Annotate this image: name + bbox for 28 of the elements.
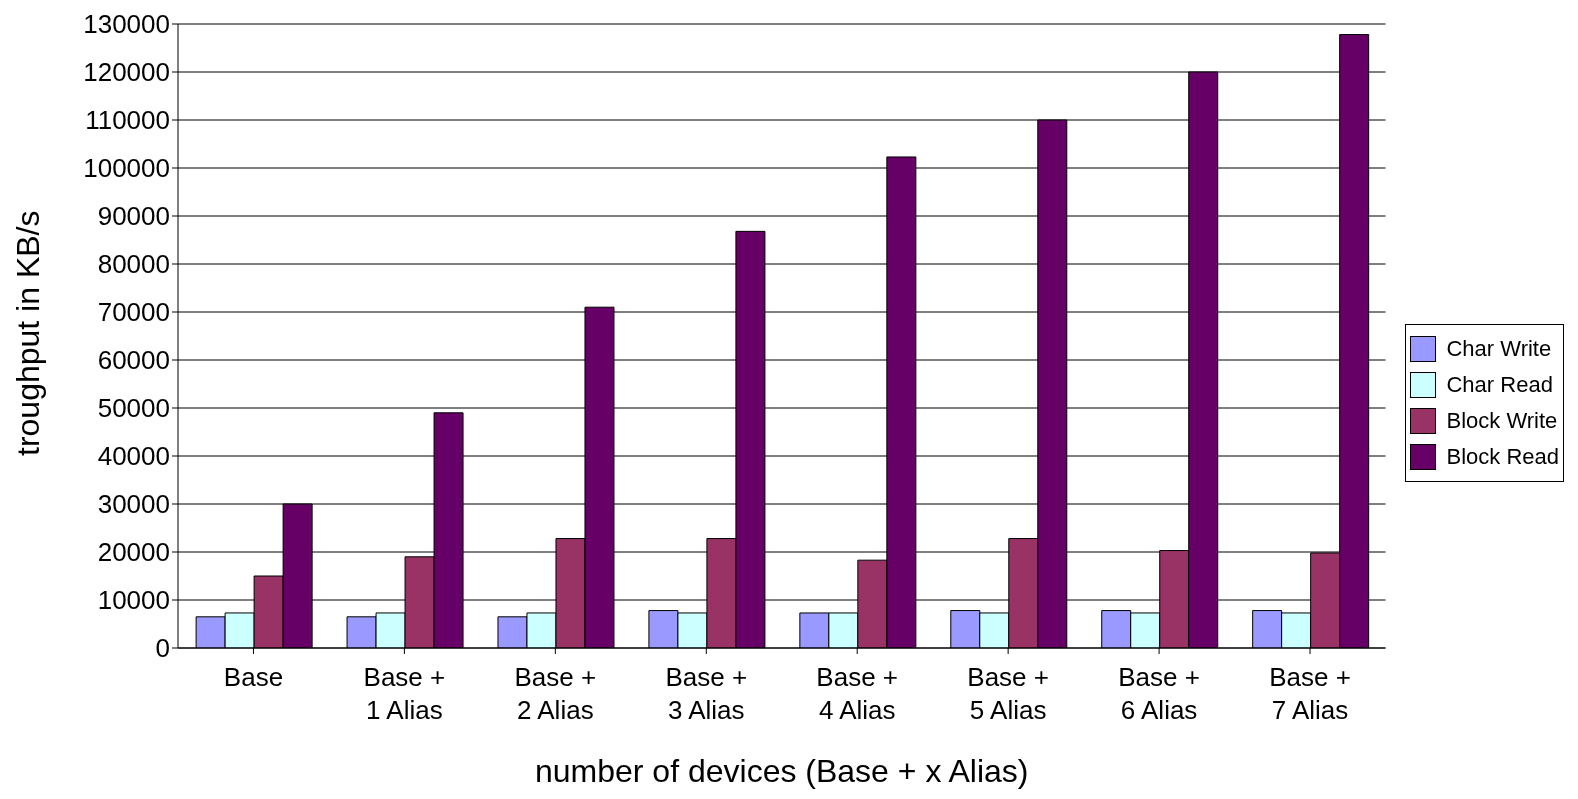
y-tick-label: 50000 <box>97 393 170 424</box>
y-tick-label: 70000 <box>97 297 170 328</box>
y-tick-label: 100000 <box>83 153 170 184</box>
legend-label: Char Write <box>1446 336 1552 362</box>
x-tick-label: Base + 1 Alias <box>363 662 446 725</box>
y-tick-label: 120000 <box>83 57 170 88</box>
y-tick-label: 90000 <box>97 201 170 232</box>
y-tick-label: 10000 <box>97 585 170 616</box>
y-tick-label: 130000 <box>83 9 170 40</box>
x-tick-label: Base + 7 Alias <box>1269 662 1351 725</box>
y-tick-label: 30000 <box>97 489 170 520</box>
y-tick-label: 110000 <box>85 105 170 136</box>
x-tick-label: Base <box>223 662 284 692</box>
x-tick-label: Base + 5 Alias <box>967 662 1049 725</box>
y-tick-label: 0 <box>155 633 170 664</box>
legend-label: Block Read <box>1446 444 1559 470</box>
legend-label: Block Write <box>1446 408 1558 434</box>
y-tick-label: 20000 <box>97 537 170 568</box>
y-tick-label: 80000 <box>97 249 170 280</box>
x-tick-label: Base + 6 Alias <box>1118 662 1200 725</box>
x-tick-label: Base + 2 Alias <box>514 662 597 725</box>
y-tick-label: 60000 <box>97 345 170 376</box>
legend-label: Char Read <box>1446 372 1553 398</box>
y-tick-label: 40000 <box>97 441 170 472</box>
x-tick-label: Base + 4 Alias <box>816 662 899 725</box>
x-tick-label: Base + 3 Alias <box>665 662 748 725</box>
x-axis-title: number of devices (Base + x Alias) <box>534 753 1029 789</box>
y-axis-title: troughput in KB/s <box>10 210 47 456</box>
